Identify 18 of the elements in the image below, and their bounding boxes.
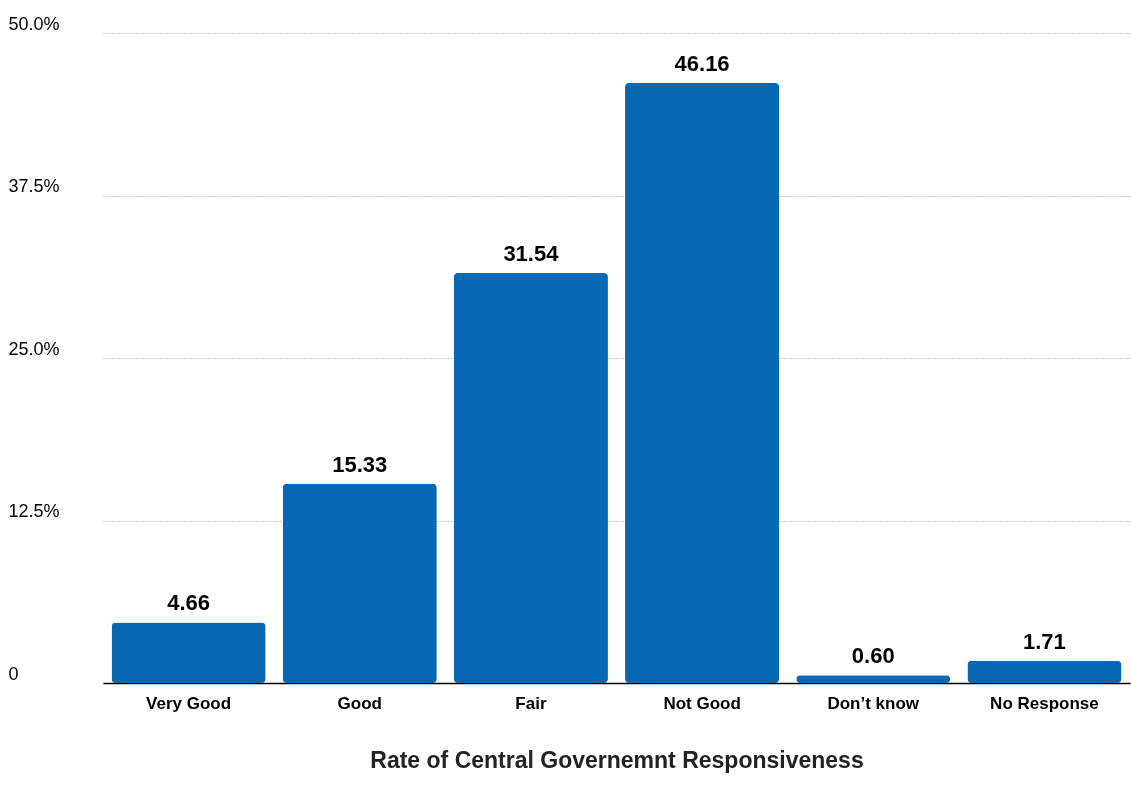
x-axis-title: Rate of Central Governemnt Responsiveness bbox=[370, 746, 864, 773]
x-tick-label: Good bbox=[337, 693, 382, 713]
y-tick-label: 37.5% bbox=[8, 176, 60, 196]
y-tick-label: 12.5% bbox=[8, 501, 60, 521]
data-label: 1.71 bbox=[1023, 628, 1066, 654]
data-label: 15.33 bbox=[332, 451, 388, 477]
x-tick-label: Fair bbox=[515, 693, 547, 713]
x-tick-label: Very Good bbox=[146, 693, 232, 713]
y-tick-label: 50.0% bbox=[8, 13, 60, 34]
x-tick-label: Don’t know bbox=[827, 693, 920, 713]
y-tick-label: 0 bbox=[8, 663, 19, 684]
x-tick-label: No Response bbox=[990, 693, 1099, 713]
data-label: 0.60 bbox=[851, 643, 895, 669]
y-tick-label: 25.0% bbox=[8, 338, 60, 359]
data-label: 4.66 bbox=[167, 590, 210, 616]
data-label: 46.16 bbox=[674, 50, 730, 76]
data-label: 31.54 bbox=[503, 240, 560, 266]
x-tick-label: Not Good bbox=[663, 693, 741, 713]
